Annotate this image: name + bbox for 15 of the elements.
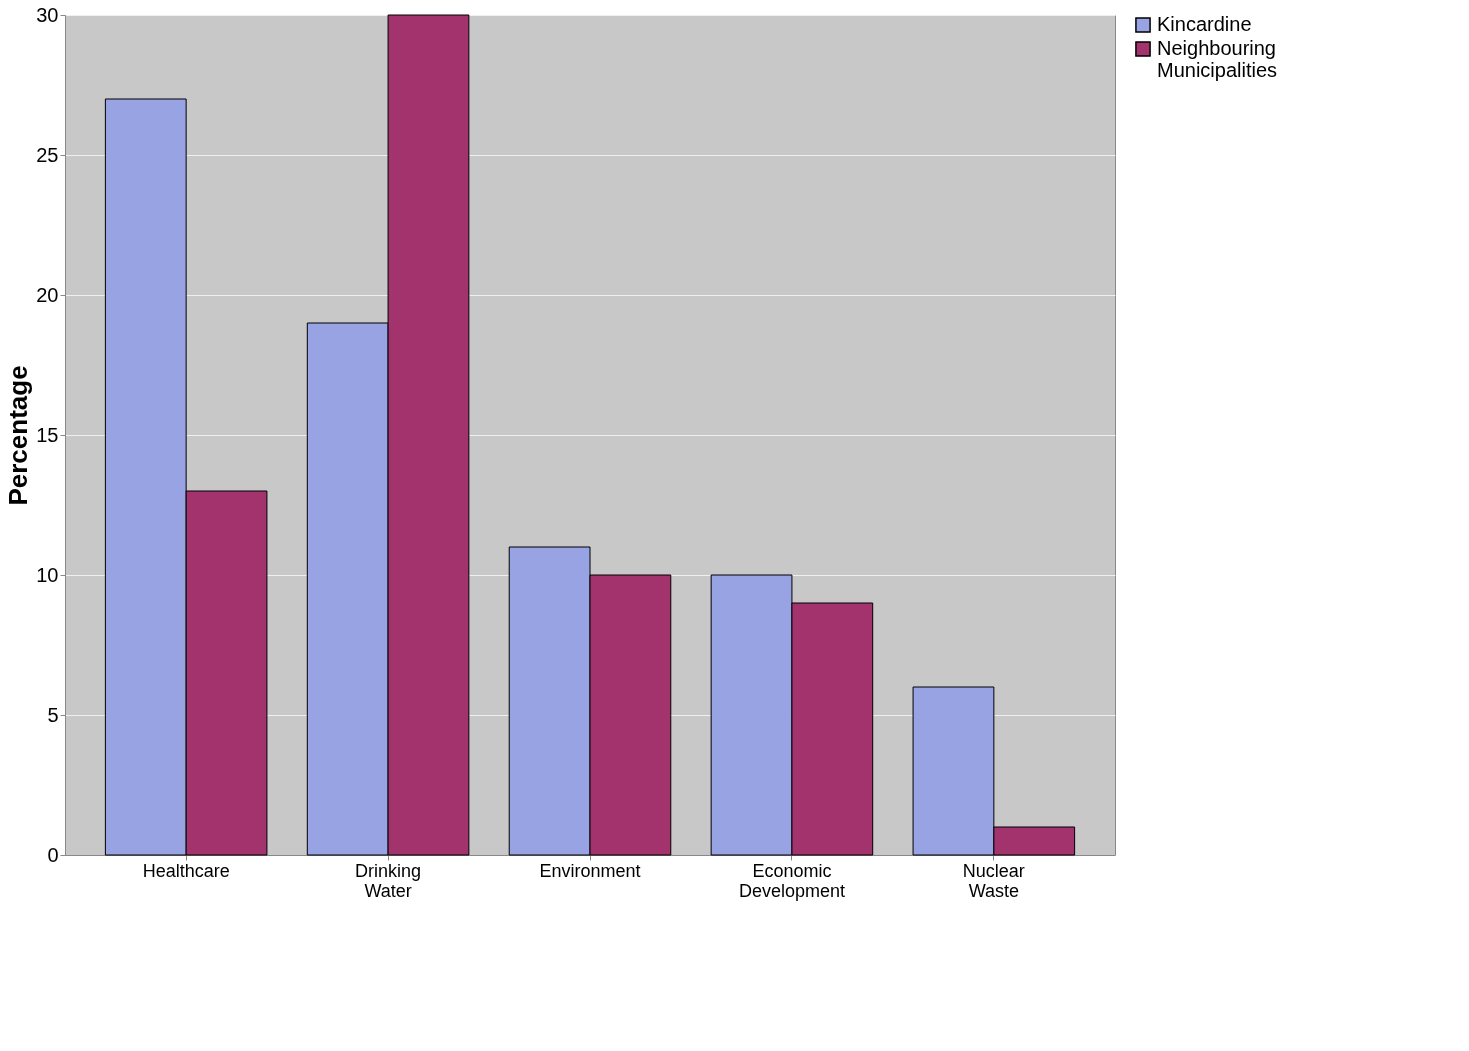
x-tick-label: Healthcare (142, 860, 230, 881)
y-tick-label: 0 (47, 843, 59, 866)
x-tick-label: Economic Development (738, 860, 845, 901)
x-tick-label: Nuclear Waste (962, 860, 1025, 901)
x-tick-label: Environment (539, 860, 641, 881)
y-tick-label: 30 (36, 3, 59, 26)
legend-label: Kincardine (1157, 13, 1252, 35)
x-tick-label: Drinking Water (355, 860, 422, 901)
y-tick-label: 5 (47, 703, 59, 726)
y-tick-label: 10 (36, 563, 59, 586)
y-tick-label: 15 (36, 423, 59, 446)
legend-label: Neighbouring Municipalities (1157, 37, 1278, 81)
y-axis-title: Percentage (3, 365, 34, 506)
y-tick-label: 25 (36, 143, 59, 166)
y-tick-label: 20 (36, 283, 59, 306)
